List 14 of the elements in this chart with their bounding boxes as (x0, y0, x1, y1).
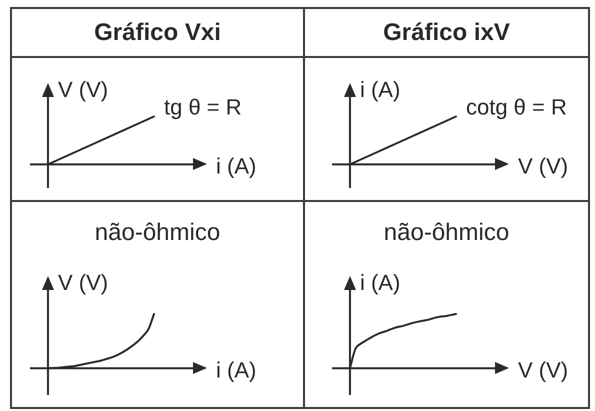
chart-title: não-ôhmico (382, 218, 510, 248)
annotation: cotg θ = R (466, 94, 567, 120)
y-axis-title: V (V) (58, 270, 108, 296)
annotation: tg θ = R (164, 94, 242, 120)
y-axis-title: i (A) (360, 77, 400, 102)
y-axis-title: V (V) (58, 77, 108, 102)
chart-title: Gráfico ixV (305, 9, 588, 58)
y-axis-title: i (A) (360, 270, 400, 296)
x-axis-title: V (V) (518, 357, 568, 382)
chart-title: Gráfico Vxi (12, 9, 303, 58)
chart-title: não-ôhmico (94, 218, 222, 248)
x-axis-title: i (A) (216, 153, 256, 178)
x-axis-title: i (A) (216, 357, 256, 382)
x-axis-title: V (V) (518, 153, 568, 178)
